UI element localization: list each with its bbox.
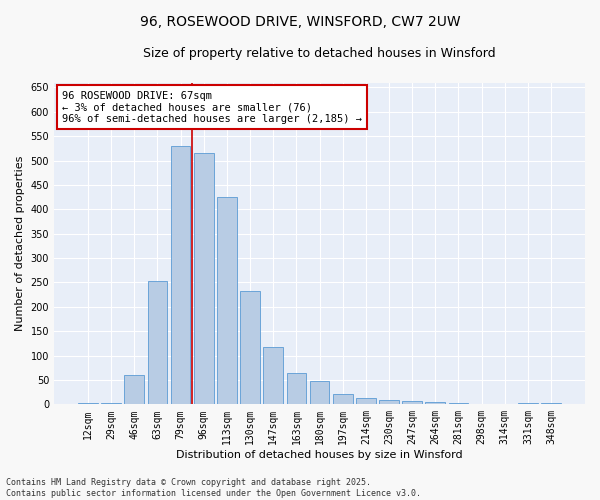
Bar [240,291,260,405]
Bar [518,403,538,404]
Bar [310,382,329,404]
Bar [425,402,445,404]
Bar [541,403,561,404]
Bar [217,197,237,404]
Bar [194,153,214,405]
Bar [356,398,376,404]
Y-axis label: Number of detached properties: Number of detached properties [15,156,25,331]
Bar [78,403,98,404]
Bar [148,282,167,405]
Bar [333,394,353,404]
Bar [379,400,399,404]
Bar [101,403,121,404]
Bar [402,401,422,404]
Bar [287,372,306,404]
X-axis label: Distribution of detached houses by size in Winsford: Distribution of detached houses by size … [176,450,463,460]
Text: Contains HM Land Registry data © Crown copyright and database right 2025.
Contai: Contains HM Land Registry data © Crown c… [6,478,421,498]
Text: 96, ROSEWOOD DRIVE, WINSFORD, CW7 2UW: 96, ROSEWOOD DRIVE, WINSFORD, CW7 2UW [140,15,460,29]
Bar [124,375,144,404]
Text: 96 ROSEWOOD DRIVE: 67sqm
← 3% of detached houses are smaller (76)
96% of semi-de: 96 ROSEWOOD DRIVE: 67sqm ← 3% of detache… [62,90,362,124]
Title: Size of property relative to detached houses in Winsford: Size of property relative to detached ho… [143,48,496,60]
Bar [263,347,283,405]
Bar [171,146,190,405]
